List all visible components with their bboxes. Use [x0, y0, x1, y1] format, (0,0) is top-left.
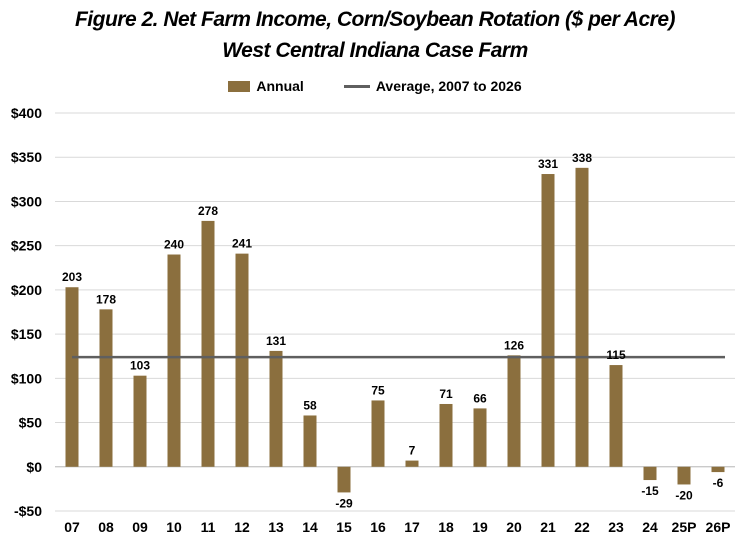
data-label: 115 — [606, 348, 626, 362]
y-tick-label: -$50 — [14, 503, 42, 519]
x-tick-label: 09 — [132, 519, 148, 535]
y-tick-label: $100 — [11, 370, 42, 386]
x-tick-label: 13 — [268, 519, 284, 535]
data-label: 7 — [409, 444, 416, 458]
x-tick-label: 22 — [574, 519, 590, 535]
x-tick-label: 18 — [438, 519, 454, 535]
y-tick-label: $250 — [11, 238, 42, 254]
data-label: -6 — [713, 476, 724, 490]
data-label: 66 — [473, 391, 487, 405]
x-tick-label: 14 — [302, 519, 318, 535]
legend-label-average: Average, 2007 to 2026 — [375, 78, 522, 94]
y-tick-label: $150 — [11, 326, 42, 342]
bar — [643, 466, 657, 481]
bars — [65, 167, 725, 493]
y-tick-label: $200 — [11, 282, 42, 298]
x-tick-label: 11 — [201, 519, 216, 535]
data-label: 126 — [504, 338, 524, 352]
legend-label-annual: Annual — [256, 78, 304, 94]
legend: Annual Average, 2007 to 2026 — [0, 78, 750, 94]
data-label: 71 — [439, 387, 453, 401]
legend-swatch-average — [343, 84, 370, 88]
data-label: 58 — [303, 398, 317, 412]
x-tick-label: 08 — [98, 519, 114, 535]
x-tick-label: 21 — [540, 519, 556, 535]
gridlines — [55, 112, 735, 512]
x-axis-ticks: 07 08 09 10 11 12 13 14 15 16 17 18 19 20 21 22 23 24 25P 2… — [64, 519, 730, 535]
x-tick-label: 25P — [672, 519, 697, 535]
data-label: 75 — [371, 383, 385, 397]
bar — [711, 466, 725, 473]
bar — [337, 466, 351, 493]
bar — [99, 309, 113, 467]
bar — [609, 365, 623, 467]
y-tick-label: $0 — [26, 459, 42, 475]
bar — [235, 253, 249, 467]
data-label: -29 — [335, 496, 353, 510]
y-axis-ticks: -$50 $0 $50 $100 $150 $200 $250 $300 $350 $400 — [11, 105, 42, 519]
bar — [439, 403, 453, 467]
data-label: 203 — [62, 270, 82, 284]
x-tick-label: 19 — [472, 519, 488, 535]
bar — [303, 415, 317, 467]
bar — [371, 400, 385, 467]
data-label: 131 — [266, 334, 286, 348]
data-label: 331 — [538, 157, 558, 171]
chart-title: Figure 2. Net Farm Income, Corn/Soybean … — [74, 8, 676, 31]
bar — [201, 220, 215, 467]
x-tick-label: 10 — [166, 519, 182, 535]
x-tick-label: 20 — [506, 519, 522, 535]
bar — [541, 174, 555, 467]
x-tick-label: 07 — [64, 519, 80, 535]
y-tick-label: $300 — [11, 193, 42, 209]
data-label: 278 — [198, 204, 218, 218]
x-tick-label: 24 — [642, 519, 658, 535]
y-tick-label: $400 — [11, 105, 42, 121]
x-tick-label: 16 — [370, 519, 386, 535]
bar — [677, 466, 691, 485]
bar — [65, 287, 79, 467]
bar — [405, 460, 419, 467]
data-label: 338 — [572, 151, 592, 165]
data-label: 178 — [96, 292, 116, 306]
bar — [167, 254, 181, 467]
legend-swatch-annual — [228, 80, 251, 92]
bar — [507, 355, 521, 467]
y-tick-label: $50 — [19, 415, 43, 431]
legend-item-average: Average, 2007 to 2026 — [343, 78, 522, 94]
x-tick-label: 23 — [608, 519, 624, 535]
x-tick-label: 17 — [404, 519, 420, 535]
data-label: 241 — [232, 237, 252, 251]
bar — [473, 408, 487, 467]
data-label: -15 — [641, 484, 659, 498]
x-tick-label: 15 — [336, 519, 352, 535]
data-label: -20 — [675, 488, 693, 502]
bar — [133, 375, 147, 467]
data-labels: 203 178 103 240 278 241 131 58 -29 75 7 71 66 126 331 3… — [62, 151, 724, 511]
data-label: 240 — [164, 238, 184, 252]
bar — [575, 167, 589, 467]
y-tick-label: $350 — [11, 149, 42, 165]
data-label: 103 — [130, 359, 150, 373]
x-tick-label: 12 — [234, 519, 250, 535]
chart-subtitle: West Central Indiana Case Farm — [222, 39, 528, 62]
bar — [269, 350, 283, 467]
legend-item-annual: Annual — [228, 78, 304, 94]
x-tick-label: 26P — [706, 519, 731, 535]
